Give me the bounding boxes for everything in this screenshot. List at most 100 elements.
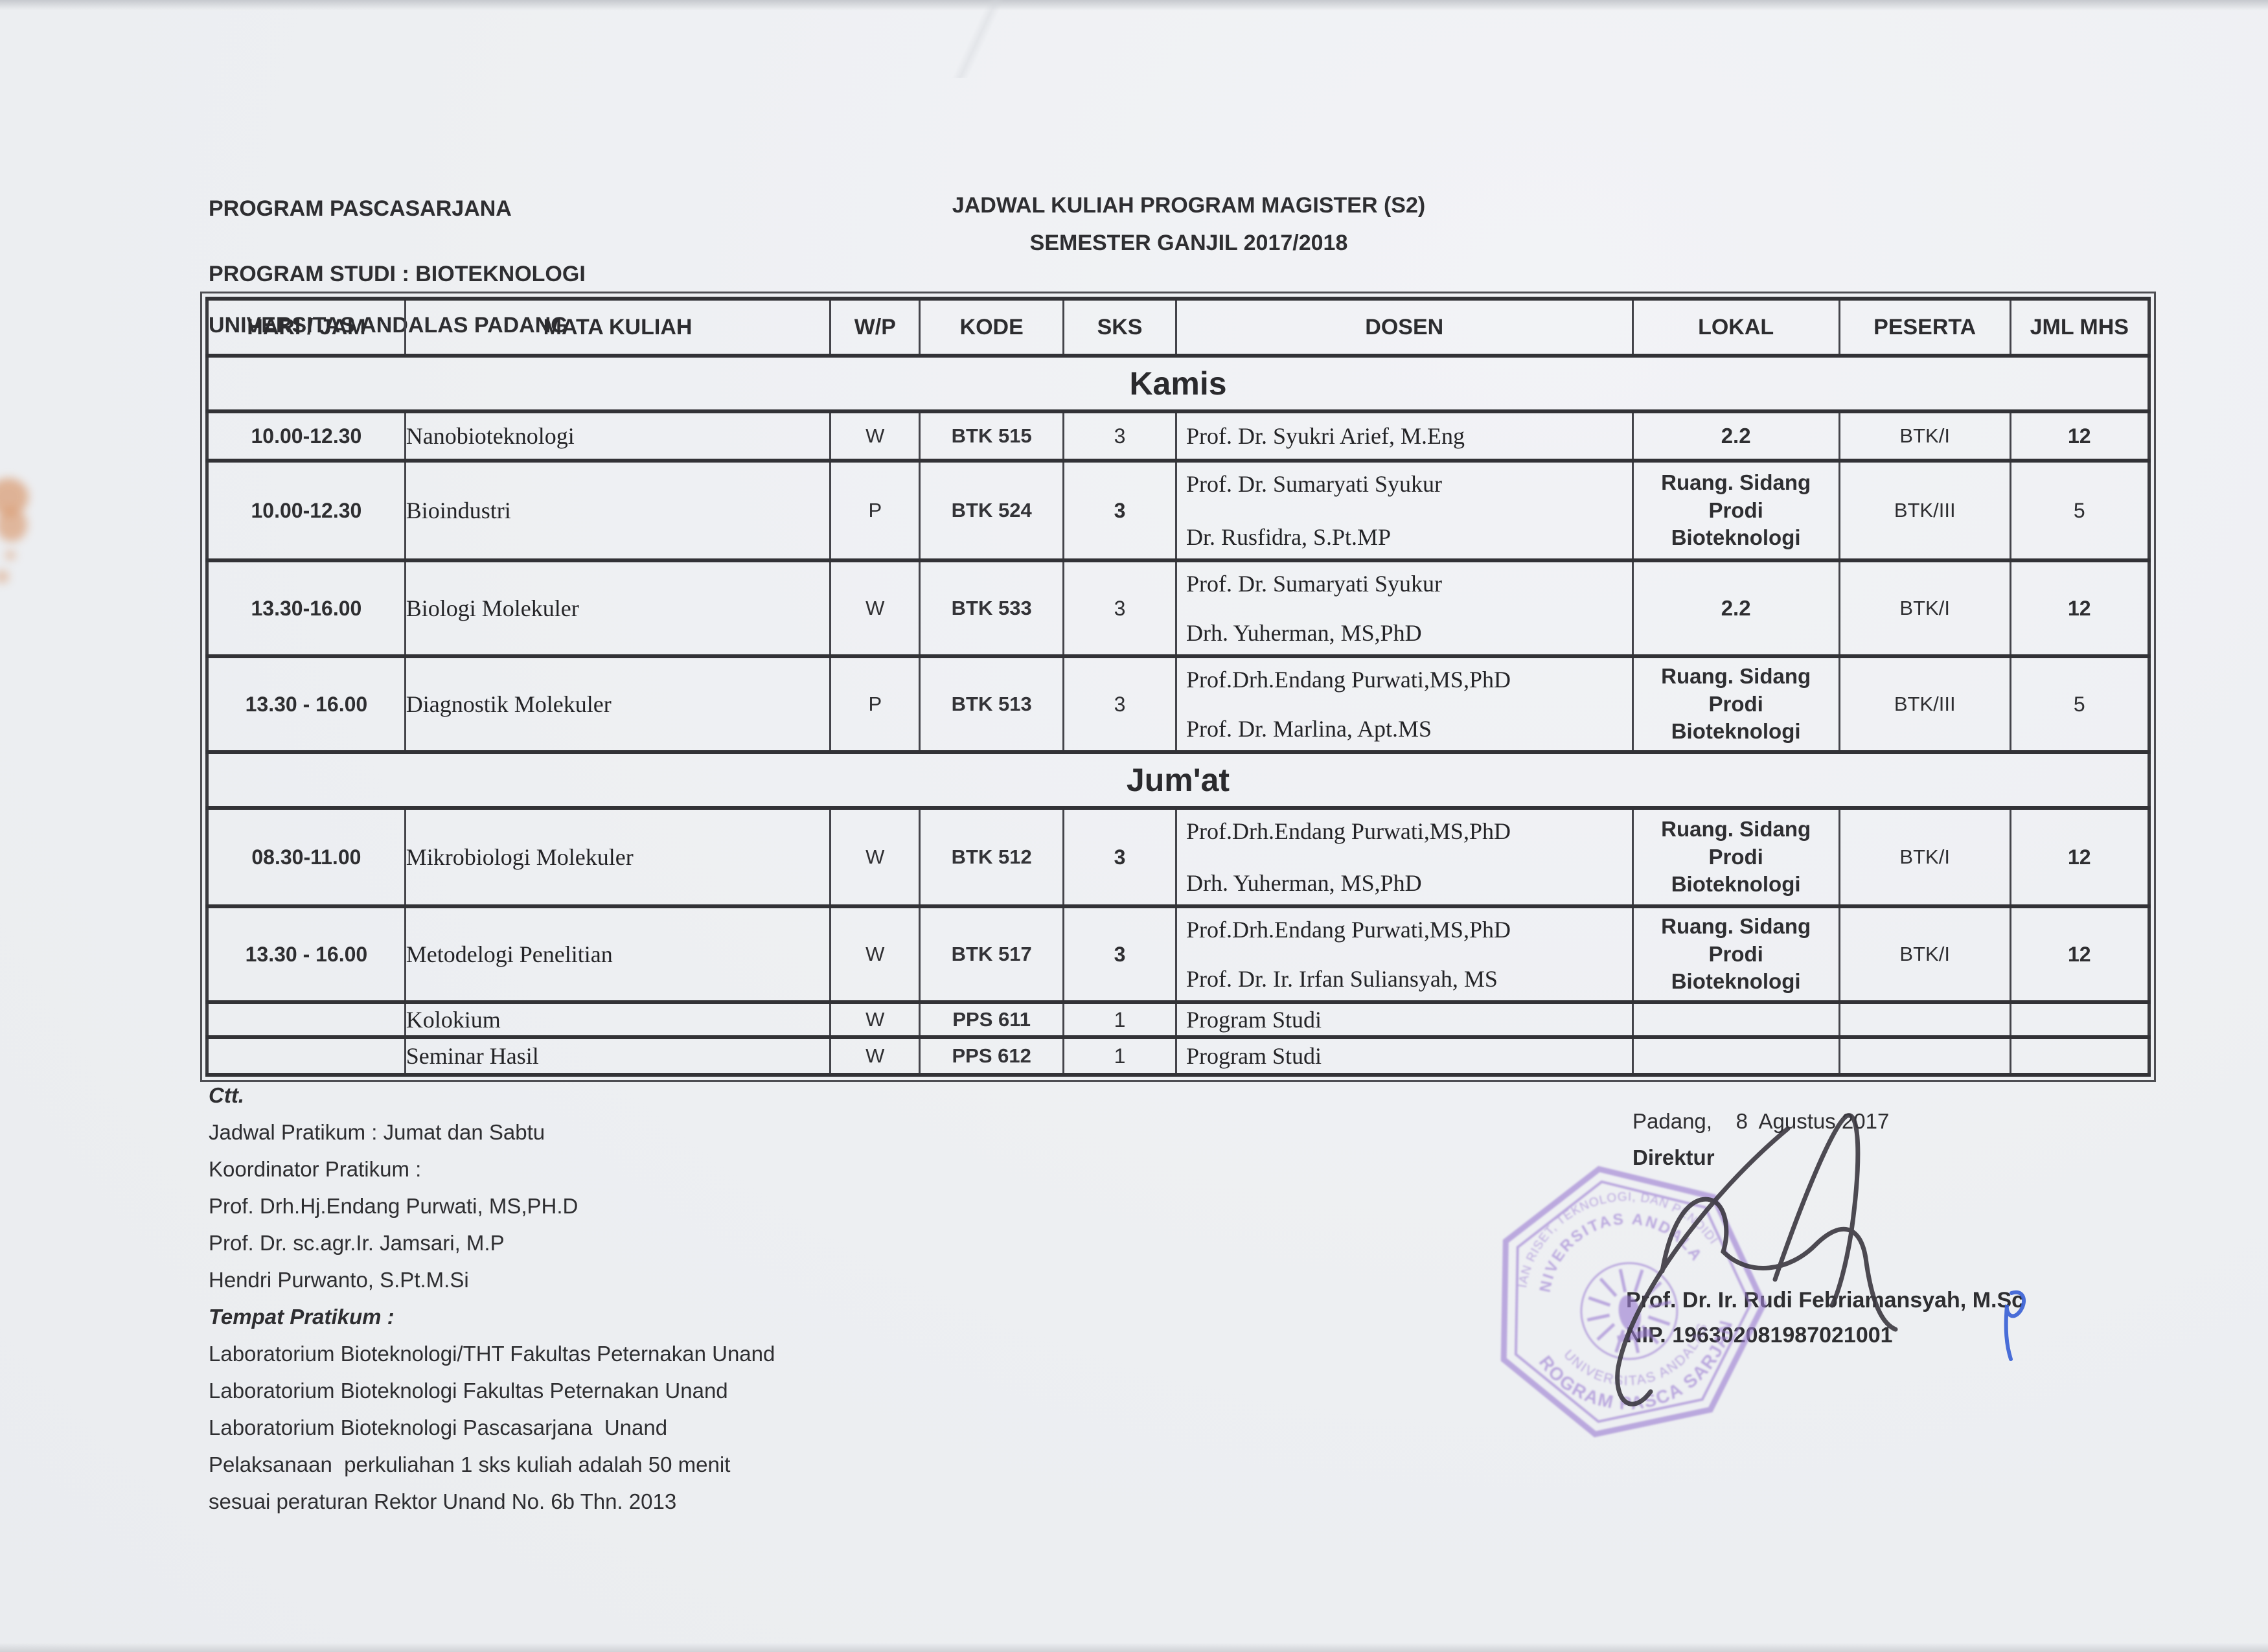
cell-wp: P xyxy=(829,654,921,754)
title-line2: SEMESTER GANJIL 2017/2018 xyxy=(1029,231,1348,255)
cell-kode: PPS 611 xyxy=(919,1000,1065,1039)
cell-peserta: BTK/I xyxy=(1838,904,2011,1004)
cell-kode: BTK 533 xyxy=(919,558,1065,658)
title-line1: JADWAL KULIAH PROGRAM MAGISTER (S2) xyxy=(952,193,1426,218)
scanner-edge-bottom xyxy=(0,1643,2268,1652)
official-stamp: KEMENTERIAN RISET, TEKNOLOGI, DAN PENDID… xyxy=(1501,1165,1767,1438)
column-header-6: DOSEN xyxy=(1174,297,1634,358)
cell-jml b: 12 xyxy=(2009,806,2151,908)
schedule-row: 10.00-12.30 Bioindustri P BTK 524 3 Prof. Dr.… xyxy=(206,459,2151,562)
footnote-line: Prof. Dr. sc.agr.Ir. Jamsari, M.P xyxy=(209,1231,505,1255)
footnote-line: Laboratorium Bioteknologi Pascasarjana U… xyxy=(209,1416,668,1440)
cell-jam: 08.30-11.00 xyxy=(206,806,406,908)
cell-sks: 1 xyxy=(1062,1035,1177,1077)
schedule-row: 13.30 - 16.00 Metodelogi Penelitian W BTK 5… xyxy=(206,904,2151,1004)
program-studi-label: PROGRAM STUDI : BIOTEKNOLOGI xyxy=(209,262,586,286)
cell-lokal: Ruang. Sidang Prodi Bioteknologi xyxy=(1631,654,1840,754)
cell-jam: 10.00-12.30 xyxy=(206,409,406,463)
schedule-row: Kolokium W PPS 611 1 Program Studi xyxy=(206,1000,2151,1039)
cell-mk: Nanobioteknologi xyxy=(404,409,832,463)
cell-wp: W xyxy=(829,1000,921,1039)
cell-lokal: Ruang. Sidang Prodi Bioteknologi xyxy=(1631,806,1840,908)
cell-dosen: Prof. Dr. Syukri Arief, M.Eng xyxy=(1174,409,1634,463)
cell-wp: W xyxy=(829,904,921,1004)
footnote-line: Laboratorium Bioteknologi/THT Fakultas P… xyxy=(209,1342,775,1366)
cell-jml xyxy=(2009,1000,2151,1039)
day-band: Jum'at xyxy=(206,750,2150,810)
footnote-line: Pelaksanaan perkuliahan 1 sks kuliah ada… xyxy=(209,1452,731,1476)
paper-stain xyxy=(0,570,9,583)
document-title: JADWAL KULIAH PROGRAM MAGISTER (S2) SEME… xyxy=(110,187,2267,262)
cell-jml: 5 xyxy=(2009,459,2151,562)
cell-kode: BTK 513 xyxy=(919,654,1065,754)
paper-stain xyxy=(5,551,16,560)
cell-peserta: BTK/III xyxy=(1838,654,2011,754)
cell-kode: BTK 517 xyxy=(919,904,1065,1004)
cell-sks: 3 xyxy=(1062,409,1177,463)
footnote-line: sesuai peraturan Rektor Unand No. 6b Thn… xyxy=(209,1489,677,1513)
cell-dosen: Prof. Dr. Sumaryati Syukur Drh. Yuherman,… xyxy=(1174,558,1634,658)
column-header-8: PESERTA xyxy=(1838,297,2011,358)
scanner-edge-top xyxy=(0,0,2268,10)
cell-dosen: Program Studi xyxy=(1174,1000,1634,1039)
cell-wp: W xyxy=(829,558,921,658)
schedule-row: 13.30-16.00 Biologi Molekuler W BTK 533 3 Pro… xyxy=(206,558,2151,658)
cell-peserta xyxy=(1838,1035,2011,1077)
cell-mk: Biologi Molekuler xyxy=(404,558,832,658)
footnote-line: Jadwal Pratikum : Jumat dan Sabtu xyxy=(209,1120,545,1144)
cell-jml b: 12 xyxy=(2009,904,2151,1004)
column-header-7: LOKAL xyxy=(1631,297,1840,358)
cell-lokal: 2.2 xyxy=(1631,558,1840,658)
cell-dosen: Prof.Drh.Endang Purwati,MS,PhD Prof. Dr. … xyxy=(1174,654,1634,754)
schedule-row: 08.30-11.00 Mikrobiologi Molekuler W BTK 51… xyxy=(206,806,2151,908)
cell-sks b: 3 xyxy=(1062,806,1177,908)
paper-crease xyxy=(894,0,1062,78)
cell-jam xyxy=(206,1000,406,1039)
cell-wp: W xyxy=(829,806,921,908)
cell-dosen: Prof. Dr. Sumaryati Syukur Dr. Rusfidra, … xyxy=(1174,459,1634,562)
cell-jml: 5 xyxy=(2009,654,2151,754)
stamp-graphic: KEMENTERIAN RISET, TEKNOLOGI, DAN PENDID… xyxy=(1501,1165,1767,1438)
cell-sks: 3 xyxy=(1062,654,1177,754)
cell-wp: P xyxy=(829,459,921,562)
cell-dosen: Prof.Drh.Endang Purwati,MS,PhD Drh. Yuher… xyxy=(1174,806,1634,908)
cell-jml xyxy=(2009,1035,2151,1077)
cell-lokal: Ruang. Sidang Prodi Bioteknologi xyxy=(1631,904,1840,1004)
paper-stain xyxy=(0,508,27,542)
cell-jam xyxy=(206,1035,406,1077)
cell-peserta: BTK/III xyxy=(1838,459,2011,562)
cell-wp: W xyxy=(829,409,921,463)
cell-kode: BTK 524 xyxy=(919,459,1065,562)
column-header-4: KODE xyxy=(919,297,1065,358)
cell-peserta: BTK/I xyxy=(1838,409,2011,463)
schedule-table: HARI / JAM MATA KULIAH W/P KODE SKS DOSEN LOKA… xyxy=(200,292,2156,1082)
schedule-table-wrap: HARI / JAM MATA KULIAH W/P KODE SKS DOSEN LOKA… xyxy=(200,292,2156,1082)
column-header-5: SKS xyxy=(1062,297,1177,358)
footnote-line: Ctt. xyxy=(209,1083,244,1107)
cell-mk: Kolokium xyxy=(404,1000,832,1039)
cell-lokal: 2.2 xyxy=(1631,409,1840,463)
cell-peserta: BTK/I xyxy=(1838,806,2011,908)
schedule-row: Seminar Hasil W PPS 612 1 Program Studi xyxy=(206,1035,2151,1077)
cell-jam: 13.30 - 16.00 xyxy=(206,904,406,1004)
cell-jml b: 12 xyxy=(2009,558,2151,658)
footnote-line: Prof. Drh.Hj.Endang Purwati, MS,PH.D xyxy=(209,1194,578,1218)
institution-line1: PROGRAM PASCASARJANA xyxy=(209,196,512,221)
cell-peserta: BTK/I xyxy=(1838,558,2011,658)
cell-mk: Seminar Hasil xyxy=(404,1035,832,1077)
footnote-line: Hendri Purwanto, S.Pt.M.Si xyxy=(209,1268,469,1292)
cell-jml b: 12 xyxy=(2009,409,2151,463)
column-header-3: W/P xyxy=(829,297,921,358)
cell-mk: Bioindustri xyxy=(404,459,832,562)
cell-jam: 10.00-12.30 xyxy=(206,459,406,562)
column-header-1: HARI / JAM xyxy=(206,297,406,358)
cell-wp: W xyxy=(829,1035,921,1077)
footnotes: Ctt. Jadwal Pratikum : Jumat dan Sabtu Koo… xyxy=(209,1077,775,1520)
footnote-line: Koordinator Pratikum : xyxy=(209,1157,422,1181)
signature-city-date: Padang, 8 Agustus 2017 xyxy=(1632,1109,1890,1133)
cell-sks b: 3 xyxy=(1062,904,1177,1004)
cell-mk: Metodelogi Penelitian xyxy=(404,904,832,1004)
day-band: Kamis xyxy=(206,354,2150,413)
schedule-row: 13.30 - 16.00 Diagnostik Molekuler P BTK 51… xyxy=(206,654,2151,754)
